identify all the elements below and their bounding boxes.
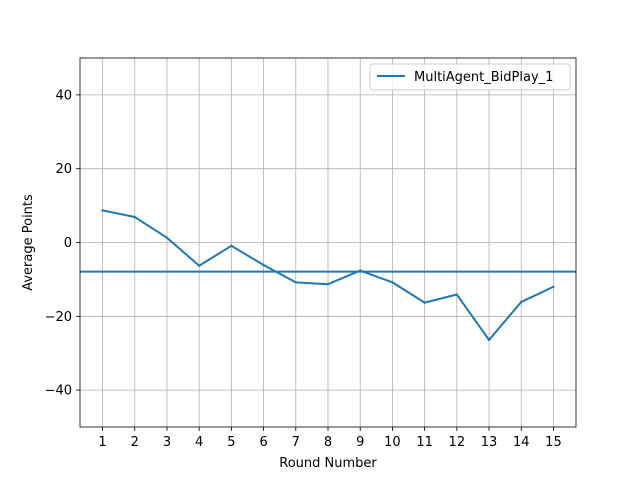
legend-box (369, 63, 571, 91)
y-tick-label: 40 (55, 88, 72, 103)
x-tick-label: 13 (481, 435, 498, 450)
x-tick-label: 2 (131, 435, 139, 450)
data-point (133, 215, 136, 219)
data-point (520, 300, 523, 304)
data-point (197, 264, 201, 267)
data-point (359, 269, 362, 272)
x-tick-label: 4 (195, 435, 203, 450)
series-layer (80, 209, 576, 342)
y-tick-label: 0 (64, 236, 72, 251)
x-tick-label: 15 (545, 435, 562, 450)
data-point (326, 282, 330, 286)
x-tick-label: 12 (449, 435, 466, 450)
x-tick-label: 8 (324, 435, 332, 450)
data-point (294, 281, 297, 284)
data-point (455, 293, 459, 296)
grid (80, 58, 576, 427)
data-point (391, 281, 394, 284)
x-axis-label: Round Number (279, 456, 377, 471)
x-tick-label: 11 (416, 435, 433, 450)
x-tick-label: 3 (163, 435, 171, 450)
y-tick-label: 20 (55, 162, 72, 177)
data-point (230, 244, 233, 248)
x-tick-label: 6 (259, 435, 267, 450)
x-tick-label: 10 (384, 435, 401, 450)
legend-label: MultiAgent_BidPlay_1 (414, 70, 553, 85)
data-point (101, 209, 104, 212)
x-tick-label: 5 (227, 435, 235, 450)
data-point (165, 236, 169, 239)
data-point (487, 338, 491, 342)
legend: MultiAgent_BidPlay_1 (369, 63, 571, 91)
y-tick-label: −40 (45, 384, 72, 399)
x-tick-label: 7 (292, 435, 300, 450)
x-tick-label: 1 (98, 435, 106, 450)
data-point (423, 301, 426, 304)
data-point (552, 285, 555, 288)
x-tick-label: 9 (356, 435, 364, 450)
x-tick-label: 14 (513, 435, 530, 450)
y-axis-label: Average Points (21, 194, 36, 291)
data-point (262, 263, 265, 267)
y-tick-label: −20 (45, 310, 72, 325)
